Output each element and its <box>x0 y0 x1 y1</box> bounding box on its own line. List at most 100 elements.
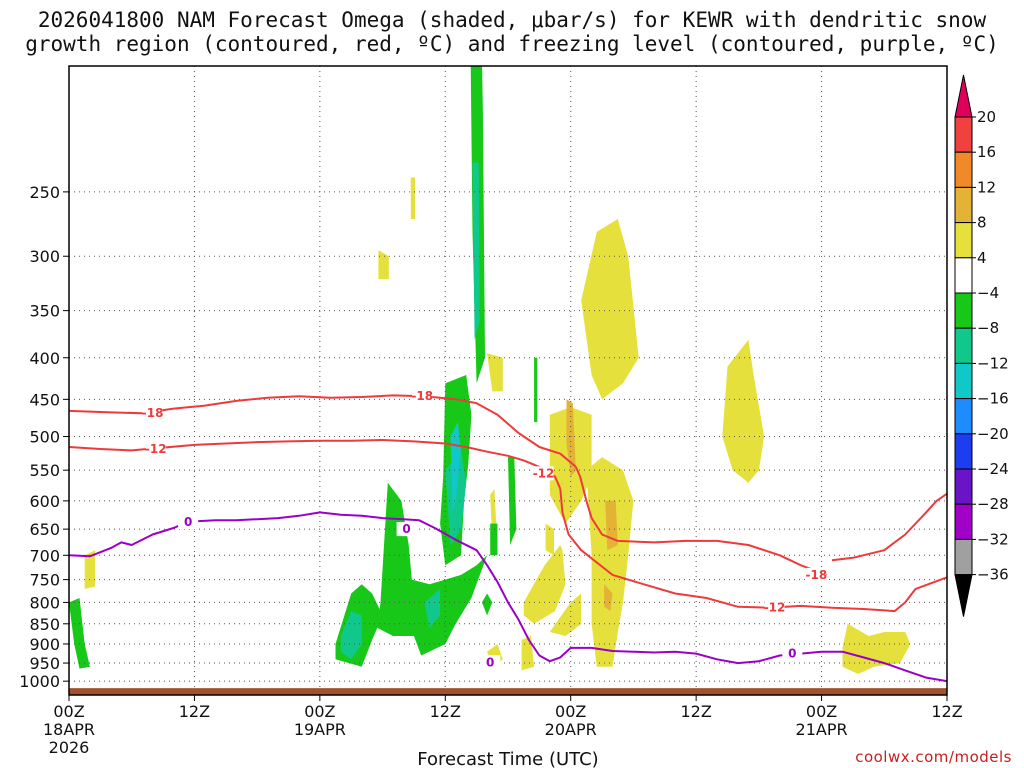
contour-label-bg-5-1 <box>396 522 417 537</box>
terrain-band <box>69 688 947 695</box>
colorbar-bin-11 <box>954 468 973 505</box>
colorbar-bin-9 <box>954 398 973 435</box>
omega-region-yellow-7 <box>586 457 634 667</box>
colorbar-label-2: 12 <box>977 178 996 196</box>
x-tick-label-12-0: 12Z <box>179 702 210 721</box>
y-tick-label-450: 450 <box>29 390 60 409</box>
contour-line-2 <box>831 492 947 562</box>
x-tick-label-0-2: 2026 <box>49 738 90 757</box>
colorbar-bin-bottom <box>954 574 973 617</box>
colorbar-label-13: −36 <box>977 566 1009 584</box>
omega-region-green-8 <box>490 523 498 556</box>
y-axis: 2503003504004505005506006507007508008509… <box>19 183 69 691</box>
x-tick-label-84-0: 12Z <box>931 702 962 721</box>
x-axis-label: Forecast Time (UTC) <box>417 749 598 768</box>
contour-label-4-0: -12 <box>764 601 786 615</box>
x-tick-label-48-1: 20APR <box>545 720 597 739</box>
colorbar-bin-4 <box>954 222 973 259</box>
colorbar-label-12: −32 <box>977 530 1009 548</box>
x-tick-label-24-0: 00Z <box>304 702 335 721</box>
contour-line-3 <box>69 439 562 490</box>
colorbar-bin-13 <box>954 538 973 576</box>
colorbar-bin-7 <box>954 327 973 364</box>
contour-label-bg-1-0 <box>806 567 827 582</box>
colorbar-bin-10 <box>954 433 973 470</box>
colorbar-label-0: 20 <box>977 108 996 126</box>
omega-region-teal-2 <box>424 588 441 628</box>
colorbar-bin-3 <box>954 186 973 224</box>
omega-region-yellow-9 <box>549 593 582 636</box>
y-tick-label-550: 550 <box>29 461 60 480</box>
omega-region-yellow-11 <box>521 636 535 671</box>
y-tick-label-500: 500 <box>29 428 60 447</box>
contour-label-bg-5-3 <box>782 646 803 661</box>
contour-label-5-1: 0 <box>402 522 410 536</box>
colorbar-label-11: −28 <box>977 495 1009 513</box>
colorbar-label-1: 16 <box>977 143 996 161</box>
colorbar-bin-2 <box>954 151 973 188</box>
omega-region-green-6 <box>534 357 538 423</box>
omega-region-teal-3 <box>472 162 480 340</box>
contour-label-bg-3-1 <box>533 466 554 481</box>
contour-label-5-0: 0 <box>184 515 192 529</box>
omega-region-yellow-14 <box>842 623 911 674</box>
omega-region-yellow-3 <box>487 353 503 392</box>
contour-label-bg-0-1 <box>412 389 433 404</box>
x-tick-label-36-0: 12Z <box>430 702 461 721</box>
contour-line-0 <box>69 394 577 468</box>
plot-frame <box>68 65 948 696</box>
omega-region-yellow-0 <box>84 550 96 589</box>
omega-region-yellow-13 <box>722 339 765 483</box>
x-tick-label-24-1: 19APR <box>294 720 346 739</box>
colorbar-label-7: −12 <box>977 354 1009 372</box>
y-tick-label-700: 700 <box>29 546 60 565</box>
plot-area: -18 -18 -18 -12 -12 -12 0 0 0 0 250 300 350 400 450 500… <box>19 65 963 757</box>
chart-title-line-1: 2026041800 NAM Forecast Omega (shaded, μ… <box>38 8 987 32</box>
contour-label-5-2: 0 <box>486 655 494 669</box>
colorbar-bin-top <box>954 74 973 118</box>
contour-label-3-0: -12 <box>145 442 167 456</box>
contour-label-0-1: -18 <box>411 389 433 403</box>
omega-region-yellow-4 <box>545 523 554 556</box>
x-tick-label-72-0: 00Z <box>806 702 837 721</box>
omega-region-green-5 <box>508 457 517 545</box>
y-tick-label-1000: 1000 <box>19 672 60 691</box>
omega-region-yellow-2 <box>410 177 415 219</box>
colorbar-bin-1 <box>954 116 973 153</box>
omega-region-teal-0 <box>340 611 362 660</box>
omega-region-yellow-8 <box>523 545 566 624</box>
omega-shade-orange-shade <box>566 399 618 612</box>
colorbar-label-6: −8 <box>977 319 999 337</box>
x-tick-label-0-0: 00Z <box>53 702 84 721</box>
colorbar-bin-12 <box>954 503 973 540</box>
colorbar-bin-8 <box>954 362 973 400</box>
contour-label-bg-4-0 <box>764 600 785 615</box>
y-tick-label-400: 400 <box>29 349 60 368</box>
colorbar: 20 16 12 8 4 −4 −8 −12 −16 −20 −24 −28 −32 −36 <box>954 74 1009 617</box>
x-tick-label-0-1: 18APR <box>43 720 95 739</box>
x-tick-label-72-1: 21APR <box>796 720 848 739</box>
chart-title-line-2: growth region (contoured, red, ºC) and f… <box>25 32 999 56</box>
colorbar-label-3: 8 <box>977 214 987 232</box>
contour-label-bg-5-2 <box>480 655 501 670</box>
omega-region-green-0 <box>69 598 90 669</box>
omega-region-yellow-6 <box>581 219 639 400</box>
plot-contents: -18 -18 -18 -12 -12 -12 0 0 0 0 <box>69 66 947 695</box>
y-tick-label-650: 650 <box>29 520 60 539</box>
site-credit: coolwx.com/models <box>855 748 1012 766</box>
y-tick-label-900: 900 <box>29 635 60 654</box>
contour-line-5 <box>69 511 947 683</box>
colorbar-label-8: −16 <box>977 390 1009 408</box>
omega-region-green-7 <box>481 593 493 616</box>
contour-label-5-3: 0 <box>788 647 796 661</box>
y-tick-label-950: 950 <box>29 654 60 673</box>
colorbar-bin-6 <box>954 292 973 329</box>
omega-region-green-1 <box>377 482 488 656</box>
omega-shade-yellow <box>84 177 911 674</box>
colorbar-bin-5 <box>954 257 973 294</box>
omega-region-orange-shade-0 <box>566 399 576 477</box>
y-tick-label-850: 850 <box>29 615 60 634</box>
colorbar-label-10: −24 <box>977 460 1009 478</box>
contour-label-0-0: -18 <box>142 406 164 420</box>
